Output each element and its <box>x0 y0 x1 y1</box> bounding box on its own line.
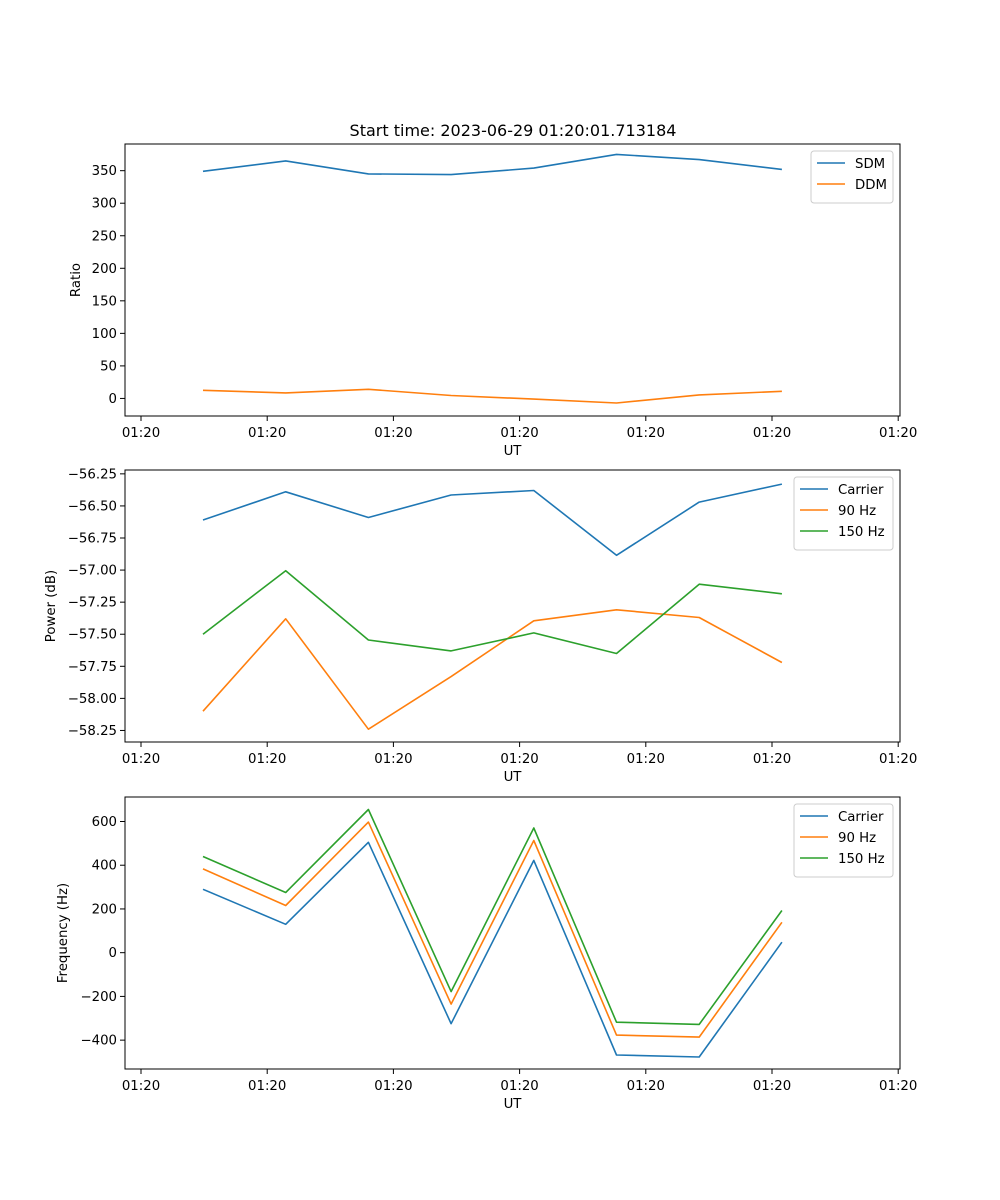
y-tick-label: 200 <box>92 262 117 277</box>
series-line-sdm <box>202 153 782 176</box>
series-line-carrier <box>202 841 783 1058</box>
x-tick-label: 01:20 <box>627 752 665 767</box>
panel-3: −400 −200 0 200 400 600 01:20 01:20 01:20 01:20 01… <box>56 796 917 1112</box>
x-axis-label: UT <box>504 444 523 459</box>
y-tick-label: −58.25 <box>68 724 117 739</box>
x-tick-label: 01:20 <box>879 426 917 441</box>
legend-label: Carrier <box>838 810 884 825</box>
series-line-ddm <box>202 388 782 404</box>
y-tick-label: −56.50 <box>68 499 117 514</box>
legend-label: 90 Hz <box>838 504 876 519</box>
x-tick-label: 01:20 <box>753 1079 791 1094</box>
series-line-150-hz <box>202 808 783 1026</box>
x-tick-label: 01:20 <box>879 1079 917 1094</box>
y-tick-label: 0 <box>109 946 117 961</box>
x-tick-label: 01:20 <box>753 426 791 441</box>
series-line-150-hz <box>202 569 782 655</box>
x-tick-label: 01:20 <box>374 426 412 441</box>
y-tick-label: 150 <box>92 294 117 309</box>
x-tick-label: 01:20 <box>248 1079 286 1094</box>
y-tick-label: 50 <box>100 359 117 374</box>
legend-label: Carrier <box>838 483 884 498</box>
legend: SDM DDM <box>810 150 894 204</box>
x-tick-label: 01:20 <box>627 426 665 441</box>
x-tick-label: 01:20 <box>500 1079 538 1094</box>
x-tick-label: 01:20 <box>122 1079 160 1094</box>
y-tick-label: 400 <box>92 859 117 874</box>
x-axis-label: UT <box>504 1097 523 1112</box>
x-tick-label: 01:20 <box>122 426 160 441</box>
y-tick-label: −56.25 <box>68 467 117 482</box>
legend-label: 150 Hz <box>838 852 885 867</box>
x-tick-label: 01:20 <box>374 752 412 767</box>
y-tick-label: 100 <box>92 327 117 342</box>
y-axis-label: Power (dB) <box>44 570 59 642</box>
legend-label: SDM <box>855 157 885 172</box>
axes-frame <box>124 469 901 743</box>
panels: 0 50 100 150 200 250 300 350 01:20 01:20 01:20 01:2… <box>44 143 917 1112</box>
x-tick-label: 01:20 <box>879 752 917 767</box>
x-tick-label: 01:20 <box>500 752 538 767</box>
x-tick-label: 01:20 <box>627 1079 665 1094</box>
y-tick-label: −57.25 <box>68 596 117 611</box>
y-tick-label: −58.00 <box>68 692 117 707</box>
x-tick-label: 01:20 <box>248 752 286 767</box>
legend-box <box>810 150 894 204</box>
series-line-90-hz <box>202 608 783 731</box>
series-line-90-hz <box>202 821 783 1038</box>
y-tick-label: 200 <box>92 902 117 917</box>
y-tick-label: 300 <box>92 197 117 212</box>
y-tick-label: −400 <box>80 1034 117 1049</box>
x-tick-label: 01:20 <box>500 426 538 441</box>
y-tick-label: −57.75 <box>68 660 117 675</box>
x-tick-label: 01:20 <box>122 752 160 767</box>
axes-frame <box>124 796 901 1070</box>
y-tick-label: 0 <box>109 392 117 407</box>
legend-label: 150 Hz <box>838 525 885 540</box>
x-tick-label: 01:20 <box>248 426 286 441</box>
y-axis-label: Frequency (Hz) <box>56 883 71 983</box>
axes-frame <box>124 143 901 417</box>
y-tick-label: −200 <box>80 990 117 1005</box>
figure-title: Start time: 2023-06-29 01:20:01.713184 <box>350 121 677 140</box>
y-axis-label: Ratio <box>69 263 84 297</box>
y-tick-label: −57.00 <box>68 564 117 579</box>
x-axis-label: UT <box>504 770 523 785</box>
panel-1: 0 50 100 150 200 250 300 350 01:20 01:20 01:20 01:2… <box>69 143 917 459</box>
x-tick-label: 01:20 <box>753 752 791 767</box>
legend-label: 90 Hz <box>838 831 876 846</box>
y-tick-label: 350 <box>92 164 117 179</box>
y-tick-label: 600 <box>92 815 117 830</box>
y-tick-label: −56.75 <box>68 532 117 547</box>
legend: Carrier 90 Hz 150 Hz <box>793 476 894 551</box>
legend-label: DDM <box>855 178 887 193</box>
panel-2: −58.25 −58.00 −57.75 −57.50 −57.25 −57.00 −56.… <box>44 467 917 785</box>
y-tick-label: 250 <box>92 229 117 244</box>
x-tick-label: 01:20 <box>374 1079 412 1094</box>
y-tick-label: −57.50 <box>68 628 117 643</box>
legend: Carrier 90 Hz 150 Hz <box>793 803 894 878</box>
series-line-carrier <box>202 483 783 557</box>
